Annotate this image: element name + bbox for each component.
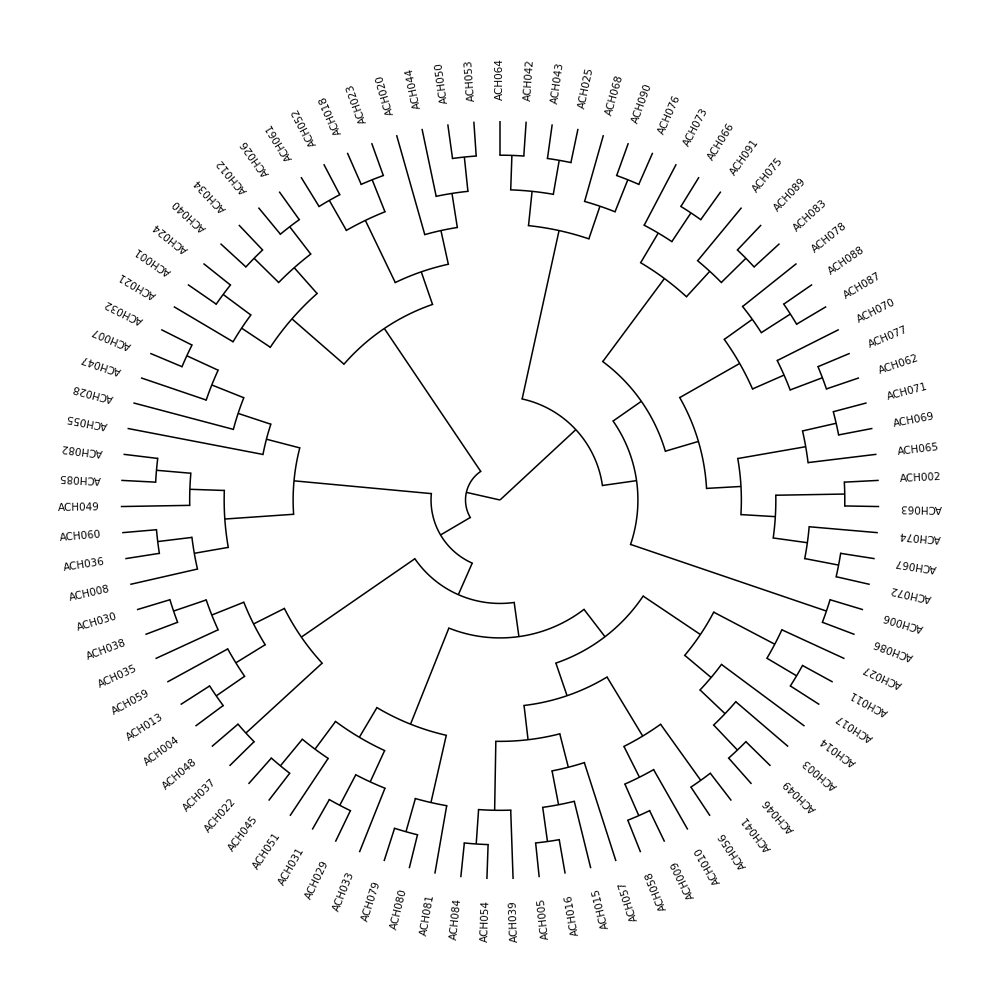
Text: ACH046: ACH046 xyxy=(762,796,797,834)
Text: ACH068: ACH068 xyxy=(604,73,625,116)
Text: ACH063: ACH063 xyxy=(900,502,942,513)
Text: ACH031: ACH031 xyxy=(277,845,306,887)
Text: ACH091: ACH091 xyxy=(729,138,761,178)
Text: ACH032: ACH032 xyxy=(103,297,145,325)
Text: ACH050: ACH050 xyxy=(434,62,450,104)
Text: ACH018: ACH018 xyxy=(318,93,344,136)
Text: ACH043: ACH043 xyxy=(550,62,566,104)
Text: ACH044: ACH044 xyxy=(404,66,423,109)
Text: ACH064: ACH064 xyxy=(495,58,505,100)
Text: ACH055: ACH055 xyxy=(65,412,108,429)
Text: ACH008: ACH008 xyxy=(68,584,111,603)
Text: ACH056: ACH056 xyxy=(717,830,749,871)
Text: ACH090: ACH090 xyxy=(631,82,654,125)
Text: ACH081: ACH081 xyxy=(419,893,436,936)
Text: ACH054: ACH054 xyxy=(480,900,491,942)
Text: ACH057: ACH057 xyxy=(618,879,640,922)
Text: ACH087: ACH087 xyxy=(842,270,883,300)
Text: ACH003: ACH003 xyxy=(801,756,839,791)
Text: ACH025: ACH025 xyxy=(577,66,596,109)
Text: ACH014: ACH014 xyxy=(818,735,858,768)
Text: ACH069: ACH069 xyxy=(892,412,935,429)
Text: ACH049: ACH049 xyxy=(58,502,100,513)
Text: ACH034: ACH034 xyxy=(192,176,228,213)
Text: ACH073: ACH073 xyxy=(682,106,710,148)
Text: ACH022: ACH022 xyxy=(203,796,238,834)
Text: ACH052: ACH052 xyxy=(290,106,318,148)
Text: ACH042: ACH042 xyxy=(523,59,535,101)
Text: ACH075: ACH075 xyxy=(751,156,785,195)
Text: ACH070: ACH070 xyxy=(855,297,897,325)
Text: ACH061: ACH061 xyxy=(264,121,294,162)
Text: ACH083: ACH083 xyxy=(792,198,829,233)
Text: ACH023: ACH023 xyxy=(346,82,369,125)
Text: ACH082: ACH082 xyxy=(61,442,103,457)
Text: ACH020: ACH020 xyxy=(375,73,396,116)
Text: ACH011: ACH011 xyxy=(849,688,890,717)
Text: ACH053: ACH053 xyxy=(465,59,477,101)
Text: ACH002: ACH002 xyxy=(899,472,942,484)
Text: ACH072: ACH072 xyxy=(889,584,932,603)
Text: ACH079: ACH079 xyxy=(360,879,382,922)
Text: ACH086: ACH086 xyxy=(872,637,915,661)
Text: ACH040: ACH040 xyxy=(171,198,208,233)
Text: ACH017: ACH017 xyxy=(834,712,875,743)
Text: ACH007: ACH007 xyxy=(91,325,133,350)
Text: ACH047: ACH047 xyxy=(80,353,123,376)
Text: ACH006: ACH006 xyxy=(882,611,924,633)
Text: ACH016: ACH016 xyxy=(564,893,581,936)
Text: ACH039: ACH039 xyxy=(509,900,520,942)
Text: ACH067: ACH067 xyxy=(895,557,937,573)
Text: ACH035: ACH035 xyxy=(96,663,139,689)
Text: ACH065: ACH065 xyxy=(897,442,939,457)
Text: ACH077: ACH077 xyxy=(867,324,910,350)
Text: ACH060: ACH060 xyxy=(59,530,102,543)
Text: ACH009: ACH009 xyxy=(669,858,696,900)
Text: ACH013: ACH013 xyxy=(125,712,166,743)
Text: ACH048: ACH048 xyxy=(161,756,199,791)
Text: ACH049: ACH049 xyxy=(782,777,819,813)
Text: ACH027: ACH027 xyxy=(861,663,904,689)
Text: ACH080: ACH080 xyxy=(389,887,409,930)
Text: ACH028: ACH028 xyxy=(71,382,114,402)
Text: ACH089: ACH089 xyxy=(772,176,808,213)
Text: ACH015: ACH015 xyxy=(591,887,611,930)
Text: ACH021: ACH021 xyxy=(117,270,158,300)
Text: ACH059: ACH059 xyxy=(110,688,151,717)
Text: ACH041: ACH041 xyxy=(740,814,774,853)
Text: ACH030: ACH030 xyxy=(76,611,118,633)
Text: ACH001: ACH001 xyxy=(133,245,174,277)
Text: ACH037: ACH037 xyxy=(181,777,218,813)
Text: ACH026: ACH026 xyxy=(239,138,271,178)
Text: ACH010: ACH010 xyxy=(694,845,723,886)
Text: ACH012: ACH012 xyxy=(215,156,249,195)
Text: ACH084: ACH084 xyxy=(449,897,464,940)
Text: ACH045: ACH045 xyxy=(226,814,260,853)
Text: ACH038: ACH038 xyxy=(85,637,128,661)
Text: ACH036: ACH036 xyxy=(63,557,105,573)
Text: ACH058: ACH058 xyxy=(644,870,668,912)
Text: ACH062: ACH062 xyxy=(877,353,920,376)
Text: ACH085: ACH085 xyxy=(58,472,101,484)
Text: ACH066: ACH066 xyxy=(706,121,736,162)
Text: ACH004: ACH004 xyxy=(142,735,182,767)
Text: ACH074: ACH074 xyxy=(898,530,941,543)
Text: ACH029: ACH029 xyxy=(304,858,331,900)
Text: ACH005: ACH005 xyxy=(536,897,551,940)
Text: ACH024: ACH024 xyxy=(151,221,190,254)
Text: ACH071: ACH071 xyxy=(886,382,929,402)
Text: ACH033: ACH033 xyxy=(332,870,356,912)
Text: ACH076: ACH076 xyxy=(656,93,682,136)
Text: ACH051: ACH051 xyxy=(251,830,283,871)
Text: ACH078: ACH078 xyxy=(810,221,849,254)
Text: ACH088: ACH088 xyxy=(826,245,867,277)
